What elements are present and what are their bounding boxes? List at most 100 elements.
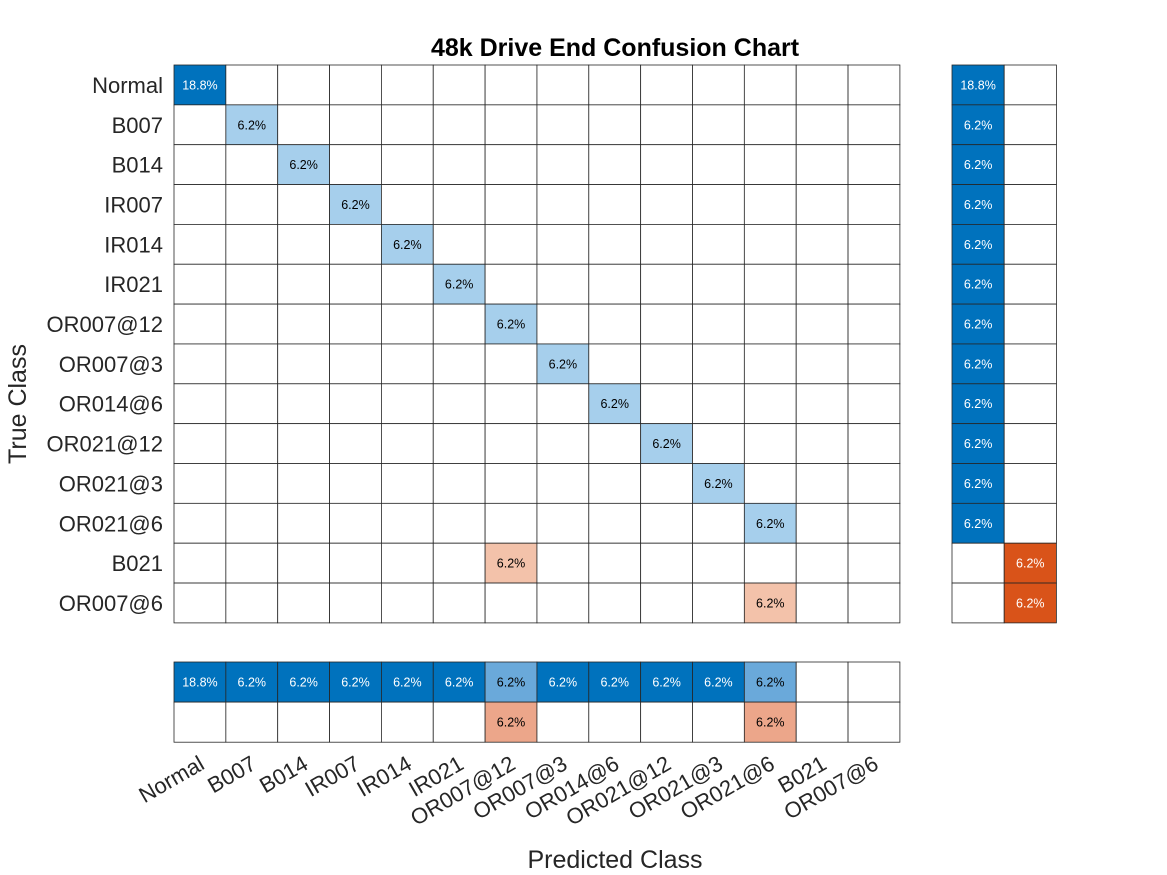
row-summary-incorrect-cell	[1003, 144, 1057, 185]
matrix-cell	[640, 303, 693, 345]
matrix-cell	[692, 144, 745, 185]
y-tick-label: IR021	[104, 272, 163, 297]
matrix-cell	[743, 263, 797, 305]
matrix-cell	[536, 223, 590, 265]
matrix-cell	[640, 64, 693, 106]
matrix-cell	[380, 582, 434, 624]
matrix-cell-label: 6.2%	[238, 118, 267, 132]
matrix-cell	[380, 144, 434, 185]
matrix-cell	[640, 223, 693, 265]
matrix-cell-label: 6.2%	[497, 557, 526, 571]
column-summary-incorrect-cell	[173, 701, 227, 743]
matrix-cell	[692, 502, 745, 544]
matrix-cell	[640, 582, 693, 624]
matrix-cell	[329, 383, 382, 425]
column-summary-incorrect-cell	[588, 701, 642, 743]
column-summary-correct-cell	[692, 661, 745, 703]
matrix-cell	[692, 303, 745, 345]
matrix-cell	[173, 582, 227, 624]
matrix-cell	[432, 463, 486, 504]
matrix-cell	[484, 502, 538, 544]
row-summary-correct-cell-label: 6.2%	[964, 318, 993, 332]
y-tick-label: OR007@6	[59, 591, 163, 616]
matrix-cell	[329, 303, 382, 345]
matrix-cell	[225, 184, 279, 225]
matrix-cell	[484, 383, 538, 425]
matrix-cell	[692, 383, 745, 425]
matrix-cell	[536, 263, 590, 305]
matrix-cell	[743, 582, 797, 624]
matrix-cell	[692, 542, 745, 584]
x-tick-label: B014	[255, 751, 312, 798]
column-summary-incorrect-cell	[640, 701, 693, 743]
matrix-cell	[432, 423, 486, 464]
matrix-cell	[847, 383, 901, 425]
matrix-cell	[692, 104, 745, 146]
row-summary-correct-cell-label: 6.2%	[964, 357, 993, 371]
matrix-cell	[847, 184, 901, 225]
matrix-cell	[380, 423, 434, 464]
matrix-cell	[173, 502, 227, 544]
row-summary-correct-cell-label: 6.2%	[964, 278, 993, 292]
row-summary-incorrect-cell	[1003, 582, 1057, 624]
column-summary-correct-cell	[847, 661, 901, 703]
y-tick-label: B014	[112, 153, 163, 178]
x-tick-label: Normal	[135, 751, 209, 808]
matrix-cell	[432, 502, 486, 544]
matrix-cell	[277, 263, 330, 305]
column-summary-correct-cell-label: 6.2%	[704, 676, 733, 690]
matrix-cell	[536, 423, 590, 464]
matrix-cell	[277, 343, 330, 385]
row-summary-correct-cell	[951, 582, 1005, 624]
x-tick-labels: NormalB007B014IR007IR014IR021OR007@12OR0…	[135, 751, 883, 831]
matrix-cell	[743, 502, 797, 544]
matrix-cell	[225, 343, 279, 385]
matrix-cell	[795, 542, 849, 584]
y-tick-labels: Normal B007 B014 IR007 IR014 IR021 OR007@12 OR0…	[46, 73, 163, 616]
row-summary-correct-cell	[951, 463, 1005, 504]
matrix-cell	[173, 184, 227, 225]
row-summary-incorrect-cell	[1003, 184, 1057, 225]
matrix-cell	[277, 383, 330, 425]
matrix-cell	[692, 184, 745, 225]
matrix-cell	[847, 582, 901, 624]
column-summary-correct-cell	[173, 661, 227, 703]
matrix-cell-label: 6.2%	[704, 477, 733, 491]
matrix-cell	[847, 423, 901, 464]
matrix-cell	[795, 144, 849, 185]
matrix-cell	[847, 463, 901, 504]
matrix-cell	[380, 263, 434, 305]
row-summary-correct-cell-label: 6.2%	[964, 437, 993, 451]
matrix-cell	[536, 184, 590, 225]
matrix-cell	[743, 223, 797, 265]
matrix-cell	[795, 184, 849, 225]
matrix-cell	[640, 383, 693, 425]
matrix-cell-label: 6.2%	[445, 278, 474, 292]
matrix-cell	[173, 343, 227, 385]
y-tick-label: IR014	[104, 232, 163, 257]
matrix-cell	[588, 303, 642, 345]
matrix-cell	[795, 303, 849, 345]
matrix-cell	[380, 542, 434, 584]
matrix-cell	[225, 542, 279, 584]
matrix-cell	[536, 463, 590, 504]
matrix-cell	[795, 343, 849, 385]
matrix-cell	[225, 144, 279, 185]
column-summary-incorrect-cell	[329, 701, 382, 743]
matrix-cell	[640, 502, 693, 544]
y-tick-label: IR007	[104, 192, 163, 217]
row-summary-correct-cell-label: 6.2%	[964, 158, 993, 172]
matrix-cell	[277, 64, 330, 106]
column-summary-correct-cell-label: 6.2%	[600, 676, 629, 690]
x-tick-label: IR014	[352, 751, 415, 802]
row-summary-incorrect-cell	[1003, 263, 1057, 305]
matrix-cell	[795, 263, 849, 305]
matrix-cell	[588, 104, 642, 146]
matrix-cell	[640, 463, 693, 504]
matrix-cell	[743, 104, 797, 146]
row-summary-incorrect-cell	[1003, 104, 1057, 146]
y-tick-label: OR021@3	[59, 471, 163, 496]
matrix-cell	[588, 144, 642, 185]
matrix-cell	[743, 303, 797, 345]
